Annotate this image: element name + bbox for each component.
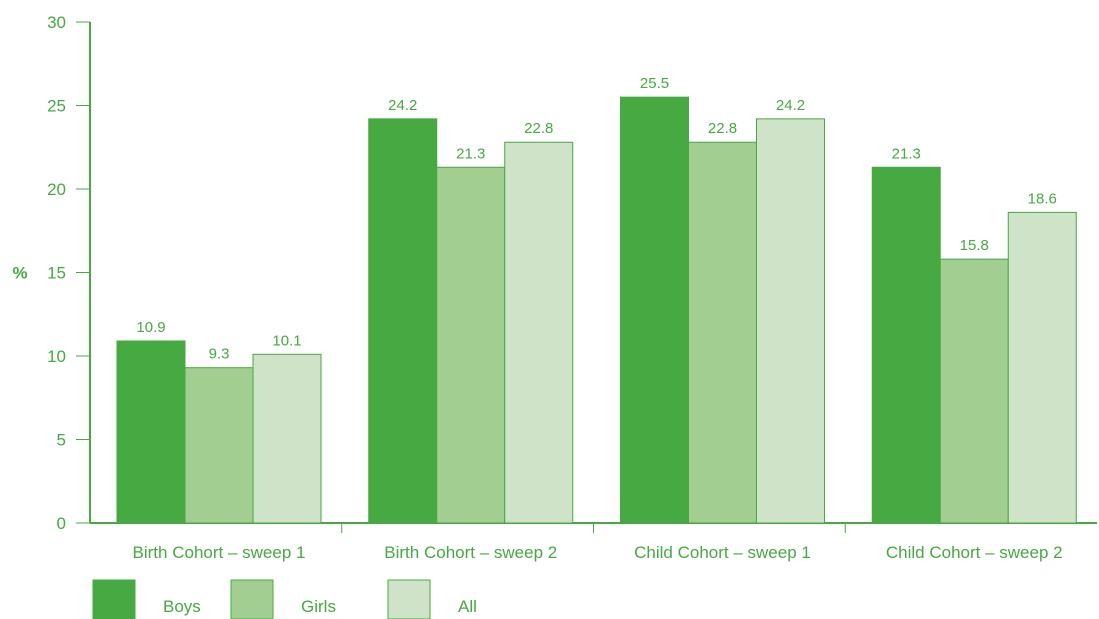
legend-swatch-all	[387, 579, 431, 619]
y-tick-label: 5	[57, 431, 66, 450]
bars	[116, 96, 1077, 524]
value-label: 22.8	[524, 120, 553, 137]
value-label: 22.8	[708, 120, 737, 137]
category-label: Child Cohort – sweep 2	[886, 543, 1063, 562]
bar-boys	[368, 118, 438, 524]
category-label: Birth Cohort – sweep 1	[133, 543, 306, 562]
category-label: Child Cohort – sweep 1	[634, 543, 811, 562]
bar-girls	[184, 367, 254, 524]
value-label: 10.1	[272, 332, 301, 349]
legend-swatch-boys	[92, 579, 136, 619]
value-labels: 10.9 9.3 10.1 24.2 21.3 22.8 25.5 22.8 24.2 21.3 1…	[136, 75, 1056, 363]
bar-boys	[871, 166, 941, 524]
legend-swatch-girls	[230, 579, 274, 619]
x-axis	[90, 522, 1097, 533]
bar-boys	[116, 340, 186, 524]
y-tick-label: 30	[47, 13, 66, 32]
bar-all	[756, 118, 825, 524]
bar-girls	[688, 141, 757, 524]
y-tick-label: 0	[57, 514, 66, 533]
bar-all	[1007, 211, 1077, 524]
value-label: 24.2	[776, 97, 805, 114]
value-label: 9.3	[209, 346, 230, 363]
value-label: 18.6	[1028, 190, 1057, 207]
value-label: 24.2	[388, 97, 417, 114]
value-label: 10.9	[136, 319, 165, 336]
y-tick-label: 20	[47, 180, 66, 199]
legend: Boys Girls All	[92, 579, 477, 619]
bar-all	[252, 353, 322, 524]
y-tick-label: 25	[47, 97, 66, 116]
y-axis: 0 5 10 15 20 25 30%	[12, 13, 91, 533]
legend-label-boys: Boys	[163, 597, 201, 616]
bar-girls	[939, 258, 1009, 524]
value-label: 25.5	[640, 75, 669, 92]
legend-label-all: All	[458, 597, 477, 616]
value-label: 21.3	[892, 145, 921, 162]
value-label: 15.8	[960, 237, 989, 254]
category-labels: Birth Cohort – sweep 1 Birth Cohort – swe…	[133, 543, 1063, 562]
y-tick-label: 10	[47, 347, 66, 366]
value-label: 21.3	[456, 145, 485, 162]
legend-label-girls: Girls	[301, 597, 336, 616]
bar-girls	[436, 166, 506, 524]
bar-boys	[620, 96, 689, 524]
bar-all	[504, 141, 574, 524]
category-label: Birth Cohort – sweep 2	[384, 543, 557, 562]
y-axis-label: %	[12, 264, 27, 283]
y-tick-label: 15	[47, 264, 66, 283]
